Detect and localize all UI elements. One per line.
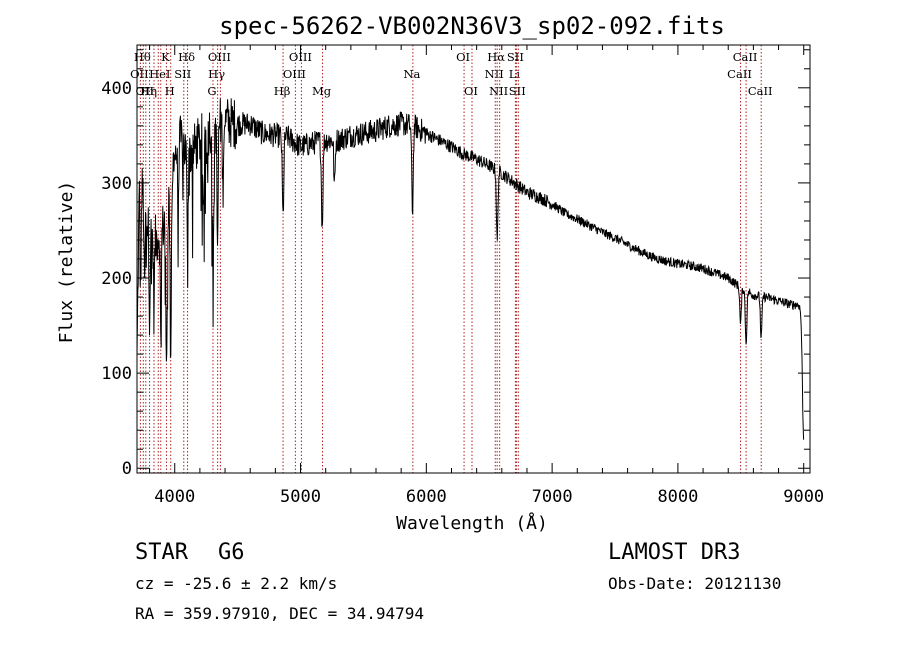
x-axis: 4000 5000 6000 7000 8000 9000 [149, 45, 824, 507]
spectrum-line [136, 98, 805, 440]
obs-date-text: Obs-Date: 20121130 [608, 574, 782, 593]
subclass-label: G6 [217, 540, 245, 565]
x-tick-label: 7000 [532, 487, 573, 507]
line-marker-label: NII [489, 84, 508, 98]
line-marker-label: OI [464, 84, 478, 98]
line-marker-label: Li [509, 67, 521, 81]
line-marker-label: OII [130, 67, 149, 81]
line-marker-label: G [207, 84, 216, 98]
y-tick-label: 100 [101, 364, 132, 384]
redshift-text: cz = -25.6 ± 2.2 km/s [135, 574, 338, 593]
line-marker-label: NII [485, 67, 504, 81]
line-marker-label: OIII [208, 50, 231, 64]
survey-label: LAMOST DR3 [608, 540, 741, 565]
line-marker-label: H [165, 84, 175, 98]
y-tick-label: 200 [101, 269, 132, 289]
line-marker-label: Hθ [134, 50, 151, 64]
line-marker-label: SII [507, 50, 524, 64]
line-marker-label: Mg [312, 84, 332, 98]
line-marker-label: HeI [149, 67, 170, 81]
y-tick-label: 0 [122, 459, 132, 479]
line-marker-label: CaII [733, 50, 758, 64]
y-tick-label: 400 [101, 79, 132, 99]
line-marker-label: CaII [727, 67, 752, 81]
class-label: STAR [135, 540, 188, 565]
line-marker-label: Hα [487, 50, 505, 64]
line-marker-label: SII [509, 84, 526, 98]
line-marker-label: OI [456, 50, 470, 64]
y-axis-label: Flux (relative) [56, 181, 77, 344]
x-tick-label: 6000 [406, 487, 447, 507]
line-marker-label: Hβ [274, 84, 291, 98]
x-axis-label: Wavelength (Å) [396, 512, 548, 534]
line-marker-label: K [161, 50, 170, 64]
y-axis: 0 100 200 300 400 [101, 49, 810, 479]
object-class: STAR G6 [135, 540, 244, 565]
line-marker-label: Hγ [208, 67, 225, 81]
x-tick-label: 9000 [783, 487, 824, 507]
chart-title: spec-56262-VB002N36V3_sp02-092.fits [219, 12, 725, 40]
y-tick-label: 300 [101, 174, 132, 194]
plot-frame [136, 44, 811, 474]
line-marker-label: CaII [748, 84, 773, 98]
line-marker-label: Hη [140, 84, 157, 98]
line-marker-label: SII [174, 67, 191, 81]
line-marker-label: OIII [283, 67, 306, 81]
x-tick-label: 5000 [280, 487, 321, 507]
coordinates-text: RA = 359.97910, DEC = 34.94794 [135, 604, 424, 623]
x-tick-label: 4000 [154, 487, 195, 507]
line-marker-label: Na [403, 67, 420, 81]
line-marker-label: OIII [289, 50, 312, 64]
line-marker-label: Hδ [178, 50, 195, 64]
line-markers: OIIHθOIIHηHeIKHSIIHδGHγOIIIHβOIIIOIIIMgN… [130, 45, 773, 473]
x-tick-label: 8000 [657, 487, 698, 507]
